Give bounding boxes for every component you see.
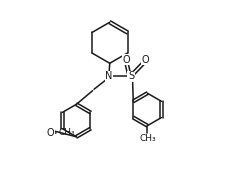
Text: N: N <box>105 71 113 81</box>
Text: S: S <box>128 71 134 81</box>
Text: CH₃: CH₃ <box>139 134 156 143</box>
Text: O: O <box>142 55 150 65</box>
Text: CH₃: CH₃ <box>59 128 75 137</box>
Text: O: O <box>47 128 54 137</box>
Text: O: O <box>122 55 130 65</box>
